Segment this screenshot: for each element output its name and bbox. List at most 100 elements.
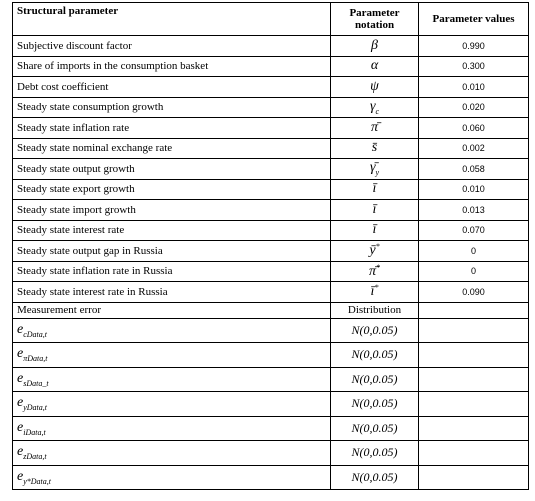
notation-cell: γ̄y xyxy=(330,158,419,180)
notation-cell: ī xyxy=(330,199,419,221)
parameter-label: Steady state nominal exchange rate xyxy=(12,137,331,159)
parameter-label: Subjective discount factor xyxy=(12,35,331,57)
notation-cell: ī* xyxy=(330,281,419,303)
superscript: * xyxy=(374,283,379,293)
measurement-label: ezData,t xyxy=(12,440,331,466)
parameter-value: 0.058 xyxy=(418,158,529,180)
notation-cell: ψ xyxy=(330,76,419,98)
parameter-row: Debt cost coefficient ψ 0.010 xyxy=(12,76,529,98)
symbol: s̄ xyxy=(371,140,378,156)
parameter-row: Steady state interest rate in Russia ī* 0.… xyxy=(12,281,529,303)
measurement-label: ey*Data,t xyxy=(12,464,331,490)
parameter-label: Steady state inflation rate in Russia xyxy=(12,260,331,282)
superscript: * xyxy=(376,262,380,272)
symbol: γ xyxy=(369,98,376,114)
subscript: πData,t xyxy=(23,354,48,364)
measurement-label: esData_t xyxy=(12,366,331,392)
distribution: N(0,0.05) xyxy=(330,366,419,392)
parameter-label: Steady state interest rate xyxy=(12,219,331,241)
subscript: y xyxy=(375,168,380,178)
symbol: ī xyxy=(372,181,377,197)
parameter-table: Structural parameter Parameter notation … xyxy=(12,2,529,490)
notation-cell: ī xyxy=(330,219,419,241)
symbol: α xyxy=(370,58,379,74)
parameter-label: Steady state consumption growth xyxy=(12,96,331,118)
symbol: γ̄ xyxy=(369,160,376,176)
subscript: y*Data,t xyxy=(23,476,51,486)
parameter-row: Share of imports in the consumption bask… xyxy=(12,55,529,77)
header-cell: Parameter values xyxy=(418,2,529,36)
symbol: ī xyxy=(372,222,377,238)
parameter-label: Steady state export growth xyxy=(12,178,331,200)
measurement-row: eiData,t N(0,0.05) xyxy=(12,415,529,441)
symbol: e xyxy=(17,419,24,435)
measurement-label: eiData,t xyxy=(12,415,331,441)
parameter-row: Subjective discount factor β 0.990 xyxy=(12,35,529,57)
distribution: N(0,0.05) xyxy=(330,415,419,441)
measurement-label: ecData,t xyxy=(12,317,331,343)
measurement-header: Measurement error xyxy=(12,301,331,319)
parameter-label: Steady state inflation rate xyxy=(12,117,331,139)
parameter-value: 0.013 xyxy=(418,199,529,221)
symbol: e xyxy=(17,395,24,411)
measurement-row: ey*Data,t N(0,0.05) xyxy=(12,464,529,490)
parameter-value: 0.300 xyxy=(418,55,529,77)
parameter-row: Steady state interest rate ī 0.070 xyxy=(12,219,529,241)
symbol: e xyxy=(17,444,24,460)
subscript: cData,t xyxy=(23,329,47,339)
parameter-label: Steady state import growth xyxy=(12,199,331,221)
notation-cell: s̄ xyxy=(330,137,419,159)
measurement-row: ezData,t N(0,0.05) xyxy=(12,440,529,466)
measurement-row: esData_t N(0,0.05) xyxy=(12,366,529,392)
symbol: ψ xyxy=(370,78,379,94)
parameter-value: 0.020 xyxy=(418,96,529,118)
notation-cell: α xyxy=(330,55,419,77)
empty-cell xyxy=(418,317,529,343)
symbol: ī xyxy=(372,201,377,217)
empty-cell xyxy=(418,342,529,368)
parameter-value: 0.010 xyxy=(418,178,529,200)
notation-cell: γc xyxy=(330,96,419,118)
parameter-value: 0 xyxy=(418,240,529,262)
empty-cell xyxy=(418,440,529,466)
measurement-row: ecData,t N(0,0.05) xyxy=(12,317,529,343)
header-cell: Parameter notation xyxy=(330,2,419,36)
parameter-value: 0.090 xyxy=(418,281,529,303)
notation-cell: ī xyxy=(330,178,419,200)
parameter-value: 0.060 xyxy=(418,117,529,139)
empty-cell xyxy=(418,391,529,417)
header-row: Structural parameter Parameter notation … xyxy=(12,2,529,36)
notation-cell: π̄ xyxy=(330,117,419,139)
parameter-label: Steady state interest rate in Russia xyxy=(12,281,331,303)
parameter-row: Steady state import growth ī 0.013 xyxy=(12,199,529,221)
empty-cell xyxy=(418,415,529,441)
symbol: e xyxy=(17,468,24,484)
notation-cell: ȳ* xyxy=(330,240,419,262)
subscript: yData,t xyxy=(23,403,47,413)
notation-cell: π̄* xyxy=(330,260,419,282)
parameter-label: Steady state output gap in Russia xyxy=(12,240,331,262)
table-body: Structural parameter Parameter notation … xyxy=(12,2,529,490)
notation-cell: β xyxy=(330,35,419,57)
parameter-row: Steady state export growth ī 0.010 xyxy=(12,178,529,200)
symbol: e xyxy=(17,321,24,337)
distribution: N(0,0.05) xyxy=(330,391,419,417)
measurement-header-row: Measurement error Distribution xyxy=(12,301,529,319)
parameter-value: 0.002 xyxy=(418,137,529,159)
parameter-label: Debt cost coefficient xyxy=(12,76,331,98)
parameter-row: Steady state inflation rate in Russia π̄*… xyxy=(12,260,529,282)
parameter-value: 0.070 xyxy=(418,219,529,241)
parameter-row: Steady state inflation rate π̄ 0.060 xyxy=(12,117,529,139)
distribution: N(0,0.05) xyxy=(330,440,419,466)
symbol: e xyxy=(17,346,24,362)
empty-cell xyxy=(418,301,529,319)
subscript: zData,t xyxy=(23,452,47,462)
parameter-value: 0.990 xyxy=(418,35,529,57)
parameter-value: 0.010 xyxy=(418,76,529,98)
subscript: c xyxy=(375,106,380,116)
measurement-row: eyData,t N(0,0.05) xyxy=(12,391,529,417)
superscript: * xyxy=(375,242,380,252)
parameter-row: Steady state output growth γ̄y 0.058 xyxy=(12,158,529,180)
distribution: N(0,0.05) xyxy=(330,342,419,368)
